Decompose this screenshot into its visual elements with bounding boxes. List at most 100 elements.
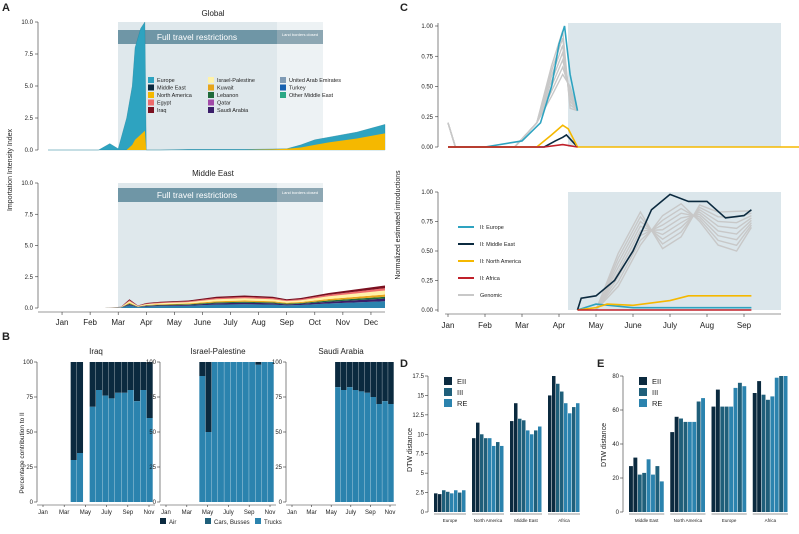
d-bar <box>458 492 462 512</box>
d-bar <box>526 430 530 512</box>
land-bar-global <box>277 30 323 44</box>
panel-label-a: A <box>2 2 10 14</box>
b-ytick-label: 0 <box>30 500 34 506</box>
e-category-label: Africa <box>765 518 777 523</box>
b-bar-trucks <box>352 390 359 502</box>
a-legend-swatch <box>148 107 154 113</box>
c-xtick-label: Apr <box>553 321 566 330</box>
b-bar-trucks <box>218 362 224 502</box>
b-bar-air <box>376 362 382 404</box>
d-bar <box>552 376 556 512</box>
a-legend-label: Iraq <box>157 108 166 114</box>
d-bar <box>450 493 454 512</box>
e-bar <box>774 377 779 512</box>
a-legend-label: United Arab Emirates <box>289 78 341 84</box>
b-panel-title: Israel-Palestine <box>190 347 246 356</box>
e-legend-label: RE <box>652 399 662 408</box>
a-me-ytick-label: 2.5 <box>25 275 34 281</box>
north-america-area <box>48 130 385 150</box>
d-bar <box>522 420 526 512</box>
a-legend-label: Kuwait <box>217 86 234 92</box>
b-bar-trucks <box>364 392 371 502</box>
b-bar-air <box>388 362 394 404</box>
a-legend-swatch <box>208 107 214 113</box>
a-legend-swatch <box>208 99 214 106</box>
c-ylabel: Normalized estimated introductions <box>395 170 402 280</box>
land-bar-me <box>277 188 323 202</box>
e-bar <box>783 376 788 512</box>
d-bar <box>560 391 564 512</box>
a-global-ytick-label: 0.0 <box>25 148 34 154</box>
c-top-genomic-line <box>447 72 579 148</box>
e-bar <box>720 406 725 512</box>
e-bar <box>683 421 688 512</box>
a-legend-swatch <box>280 77 286 83</box>
a-xtick-label: Oct <box>309 318 322 327</box>
e-category-label: Europe <box>722 518 737 523</box>
c-xtick-label: Mar <box>515 321 529 330</box>
d-legend-label: RE <box>457 399 467 408</box>
c-bottom-genomic-line <box>595 207 752 311</box>
e-bar <box>670 432 675 512</box>
d-bar <box>480 434 484 512</box>
e-bar <box>742 386 747 512</box>
b-bar-trucks <box>255 364 262 502</box>
e-bar <box>637 474 642 512</box>
e-bar <box>729 406 734 512</box>
panel-d: DTW distance 0 2.5 5 7.5 10 12.5 15 17.5 Europe… <box>407 374 580 523</box>
e-bar <box>696 401 701 512</box>
a-ylabel: Importation Intensity Index <box>7 128 14 211</box>
b-bar-air <box>352 362 359 390</box>
d-category-label: Europe <box>443 518 458 523</box>
c-bottom-genomic-line <box>595 213 752 311</box>
e-bar <box>642 472 647 512</box>
a-legend-label: Middle East <box>157 86 186 92</box>
b-xtick-label: Jan <box>161 510 171 516</box>
c-bottom-yticks: 0.00 0.25 0.50 0.75 1.00 <box>421 190 438 314</box>
d-xlabels: Europe North America Middle East Africa <box>434 513 580 523</box>
restriction-bar-me <box>118 188 277 202</box>
e-legend-swatch <box>639 377 647 385</box>
e-bar <box>724 406 729 512</box>
d-ytick-label: 17.5 <box>412 374 424 380</box>
c-bottom-ytick-label: 0.00 <box>421 308 433 314</box>
b-legend-label: Air <box>169 520 176 526</box>
restriction-label-global: Full travel restrictions <box>157 32 237 42</box>
d-bar <box>500 445 504 512</box>
e-bar <box>692 421 697 512</box>
b-bar-trucks <box>211 362 218 502</box>
a-legend-swatch <box>148 77 154 83</box>
d-bar <box>476 422 480 512</box>
b-xtick-label: Mar <box>306 510 316 516</box>
b-ytick-label: 25 <box>149 465 156 471</box>
c-xtick-label: May <box>588 321 603 330</box>
d-yticks: 0 2.5 5 7.5 10 12.5 15 17.5 <box>412 374 428 516</box>
b-xtick-label: May <box>326 510 337 516</box>
b-bar-air <box>335 362 341 388</box>
e-legend-label: EII <box>652 377 661 386</box>
b-xtick-label: July <box>345 510 356 516</box>
land-shade-me <box>277 183 323 308</box>
c-legend-label: II: North America <box>480 259 522 265</box>
b-xtick-label: Sep <box>122 510 133 516</box>
c-bottom-ytick-label: 0.25 <box>421 279 433 285</box>
c-legend: II: Europe II: Middle East II: North Ameri… <box>458 225 522 299</box>
b-bar-trucks <box>230 362 237 502</box>
middle-east-area-chart <box>48 285 385 308</box>
b-xtick-label: July <box>101 510 112 516</box>
b-bar-air <box>370 362 377 397</box>
a-xtick-label: Dec <box>364 318 378 327</box>
b-bar-trucks <box>236 362 243 502</box>
d-bar <box>556 383 560 512</box>
b-ytick-label: 75 <box>149 395 156 401</box>
b-bar-air <box>70 362 77 460</box>
d-legend-swatch <box>444 399 452 407</box>
d-ylabel: DTW distance <box>407 428 414 472</box>
b-bar-air <box>205 362 212 432</box>
d-legend: EII III RE <box>444 377 467 408</box>
b-xtick-label: Jan <box>287 510 297 516</box>
e-legend-label: III <box>652 388 658 397</box>
d-bar <box>496 442 500 512</box>
a-me-ytick-label: 0.0 <box>25 306 34 312</box>
